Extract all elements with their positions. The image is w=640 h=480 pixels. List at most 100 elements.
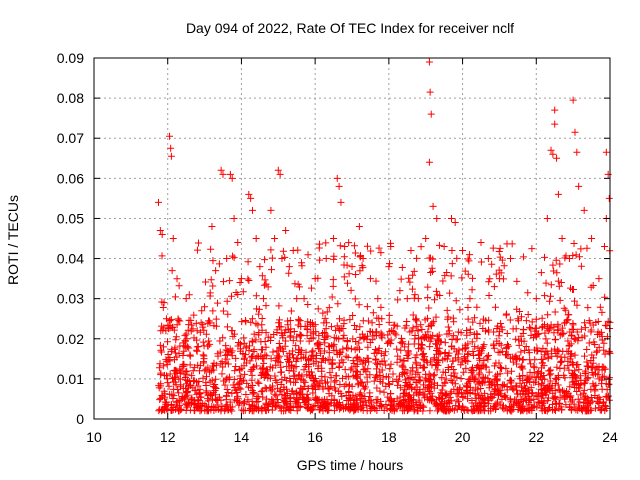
data-point bbox=[429, 202, 437, 210]
data-point bbox=[539, 400, 547, 408]
data-point bbox=[495, 266, 503, 274]
data-point bbox=[171, 293, 179, 301]
data-point bbox=[459, 394, 467, 402]
data-point bbox=[212, 385, 220, 393]
data-point bbox=[432, 346, 440, 354]
data-point bbox=[526, 323, 534, 331]
data-point bbox=[211, 395, 219, 403]
data-point bbox=[344, 373, 352, 381]
data-point bbox=[335, 315, 343, 323]
data-point bbox=[377, 329, 385, 337]
data-point bbox=[254, 321, 262, 329]
data-point bbox=[531, 327, 539, 335]
data-point bbox=[160, 299, 168, 307]
data-point bbox=[553, 154, 561, 162]
data-point bbox=[404, 392, 412, 400]
data-point bbox=[285, 357, 293, 365]
data-point bbox=[359, 255, 367, 263]
data-point bbox=[448, 335, 456, 343]
data-point bbox=[560, 393, 568, 401]
data-point bbox=[502, 311, 510, 319]
data-point bbox=[547, 146, 555, 154]
data-point bbox=[520, 382, 528, 390]
data-point bbox=[262, 302, 270, 310]
data-point bbox=[397, 275, 405, 283]
data-point bbox=[521, 391, 529, 399]
data-point bbox=[205, 397, 213, 405]
data-point bbox=[385, 311, 393, 319]
data-point bbox=[597, 405, 605, 413]
data-point bbox=[164, 379, 172, 387]
data-point bbox=[331, 386, 339, 394]
data-point bbox=[328, 392, 336, 400]
data-point bbox=[190, 311, 198, 319]
data-points bbox=[155, 58, 614, 415]
data-point bbox=[374, 360, 381, 368]
data-point bbox=[430, 296, 438, 304]
data-point bbox=[268, 406, 276, 414]
data-point bbox=[244, 258, 252, 266]
data-point bbox=[583, 346, 591, 354]
data-point bbox=[596, 406, 604, 414]
data-point bbox=[537, 269, 545, 277]
x-tick-label: 20 bbox=[455, 429, 471, 445]
data-point bbox=[355, 339, 363, 347]
data-point bbox=[408, 285, 416, 293]
data-point bbox=[469, 348, 477, 356]
data-point bbox=[175, 389, 183, 397]
data-point bbox=[560, 329, 568, 337]
data-point bbox=[485, 368, 493, 376]
data-point bbox=[338, 356, 346, 364]
data-point bbox=[287, 364, 295, 372]
data-point bbox=[533, 344, 541, 352]
data-point bbox=[462, 364, 470, 372]
data-point bbox=[324, 356, 332, 364]
data-point bbox=[439, 356, 447, 364]
data-point bbox=[578, 334, 586, 342]
data-point bbox=[288, 387, 296, 395]
data-point bbox=[326, 369, 334, 377]
data-point bbox=[535, 367, 543, 375]
data-point bbox=[401, 324, 409, 332]
data-point bbox=[207, 276, 215, 284]
data-point bbox=[357, 399, 365, 407]
data-point bbox=[293, 396, 301, 404]
data-point bbox=[406, 381, 414, 389]
data-point bbox=[528, 318, 536, 326]
data-point bbox=[514, 315, 522, 323]
data-point bbox=[525, 392, 533, 400]
data-point bbox=[426, 337, 434, 345]
data-point bbox=[293, 333, 301, 341]
data-point bbox=[161, 398, 169, 406]
data-point bbox=[350, 397, 358, 405]
data-point bbox=[573, 388, 581, 396]
data-point bbox=[188, 372, 196, 380]
data-point bbox=[309, 377, 317, 385]
data-point bbox=[428, 319, 436, 327]
data-point bbox=[158, 322, 166, 330]
data-point bbox=[338, 392, 346, 400]
data-point bbox=[581, 379, 589, 387]
data-point bbox=[158, 391, 166, 399]
data-point bbox=[356, 370, 364, 378]
data-point bbox=[182, 393, 190, 401]
data-point bbox=[496, 244, 504, 252]
data-point bbox=[169, 395, 177, 403]
data-point bbox=[409, 324, 417, 332]
data-point bbox=[209, 307, 217, 315]
data-point bbox=[562, 306, 570, 314]
data-point bbox=[455, 346, 463, 354]
data-point bbox=[442, 392, 450, 400]
data-point bbox=[474, 401, 482, 409]
data-point bbox=[172, 336, 180, 344]
data-point bbox=[518, 337, 526, 345]
data-point bbox=[193, 390, 201, 398]
data-point bbox=[343, 261, 351, 269]
data-point bbox=[490, 344, 498, 352]
data-point bbox=[580, 206, 588, 214]
data-point bbox=[506, 407, 514, 415]
data-point bbox=[337, 348, 345, 356]
data-point bbox=[533, 403, 541, 411]
data-point bbox=[156, 360, 164, 368]
data-point bbox=[212, 315, 220, 323]
